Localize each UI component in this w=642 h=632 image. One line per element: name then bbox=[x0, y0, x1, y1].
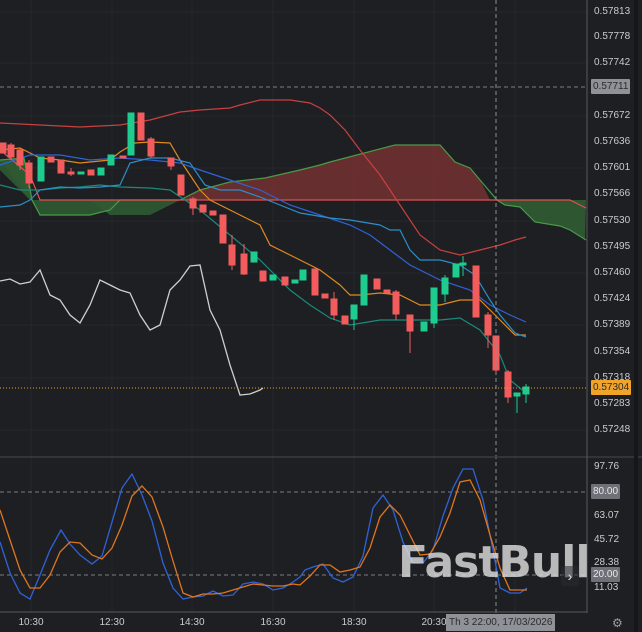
crosshair-time-badge: Th 3 22:00, 17/03/2026 bbox=[446, 614, 556, 631]
level-80-badge: 80.00 bbox=[591, 484, 621, 499]
last-price-badge: 0.57304 bbox=[591, 380, 632, 395]
price-label: 0.57672 bbox=[594, 110, 631, 121]
settings-gear-icon[interactable]: ⚙ bbox=[612, 616, 623, 630]
price-label: 0.57248 bbox=[594, 424, 631, 435]
price-label: 0.57636 bbox=[594, 136, 631, 147]
time-label: 10:30 bbox=[18, 617, 44, 628]
scroll-right-button[interactable]: › bbox=[561, 566, 579, 586]
osc-label: 28.38 bbox=[594, 557, 620, 568]
price-label: 0.57460 bbox=[594, 267, 631, 278]
osc-label: 63.07 bbox=[594, 510, 620, 521]
price-label: 0.57354 bbox=[594, 346, 631, 357]
time-label: 14:30 bbox=[179, 617, 205, 628]
osc-label: 11.03 bbox=[594, 582, 619, 593]
price-label: 0.57813 bbox=[594, 6, 631, 17]
grid bbox=[0, 0, 586, 613]
crosshair-price-badge: 0.57711 bbox=[591, 79, 631, 94]
kumo-bull-left-poly bbox=[0, 158, 195, 215]
price-label: 0.57601 bbox=[594, 162, 631, 173]
level-20-badge: 20.00 bbox=[591, 567, 621, 582]
ma-blue bbox=[0, 154, 527, 323]
fastbull-watermark: FastBull bbox=[398, 537, 590, 588]
price-label: 0.57778 bbox=[594, 31, 631, 42]
price-label: 0.57283 bbox=[594, 398, 631, 409]
price-label: 0.57742 bbox=[594, 57, 631, 68]
price-label: 0.57495 bbox=[594, 241, 631, 252]
oscillator-line bbox=[0, 264, 264, 396]
price-label: 0.57566 bbox=[594, 188, 631, 199]
time-label: 20:30 bbox=[421, 617, 447, 628]
time-label: 16:30 bbox=[260, 617, 286, 628]
kumo-bear bbox=[186, 145, 490, 200]
price-label: 0.57389 bbox=[594, 319, 631, 330]
stoch-d bbox=[0, 479, 527, 598]
osc-label: 97.76 bbox=[594, 461, 620, 472]
price-label: 0.57530 bbox=[594, 215, 631, 226]
kumo-bull-left bbox=[0, 160, 185, 215]
bb-upper bbox=[0, 99, 527, 256]
price-label: 0.57318 bbox=[594, 372, 631, 383]
kumo-bull-right bbox=[495, 200, 586, 240]
price-label: 0.57424 bbox=[594, 293, 631, 304]
osc-label: 45.72 bbox=[594, 534, 620, 545]
time-label: 12:30 bbox=[99, 617, 125, 628]
stoch-k bbox=[0, 468, 528, 600]
time-label: 18:30 bbox=[341, 617, 367, 628]
